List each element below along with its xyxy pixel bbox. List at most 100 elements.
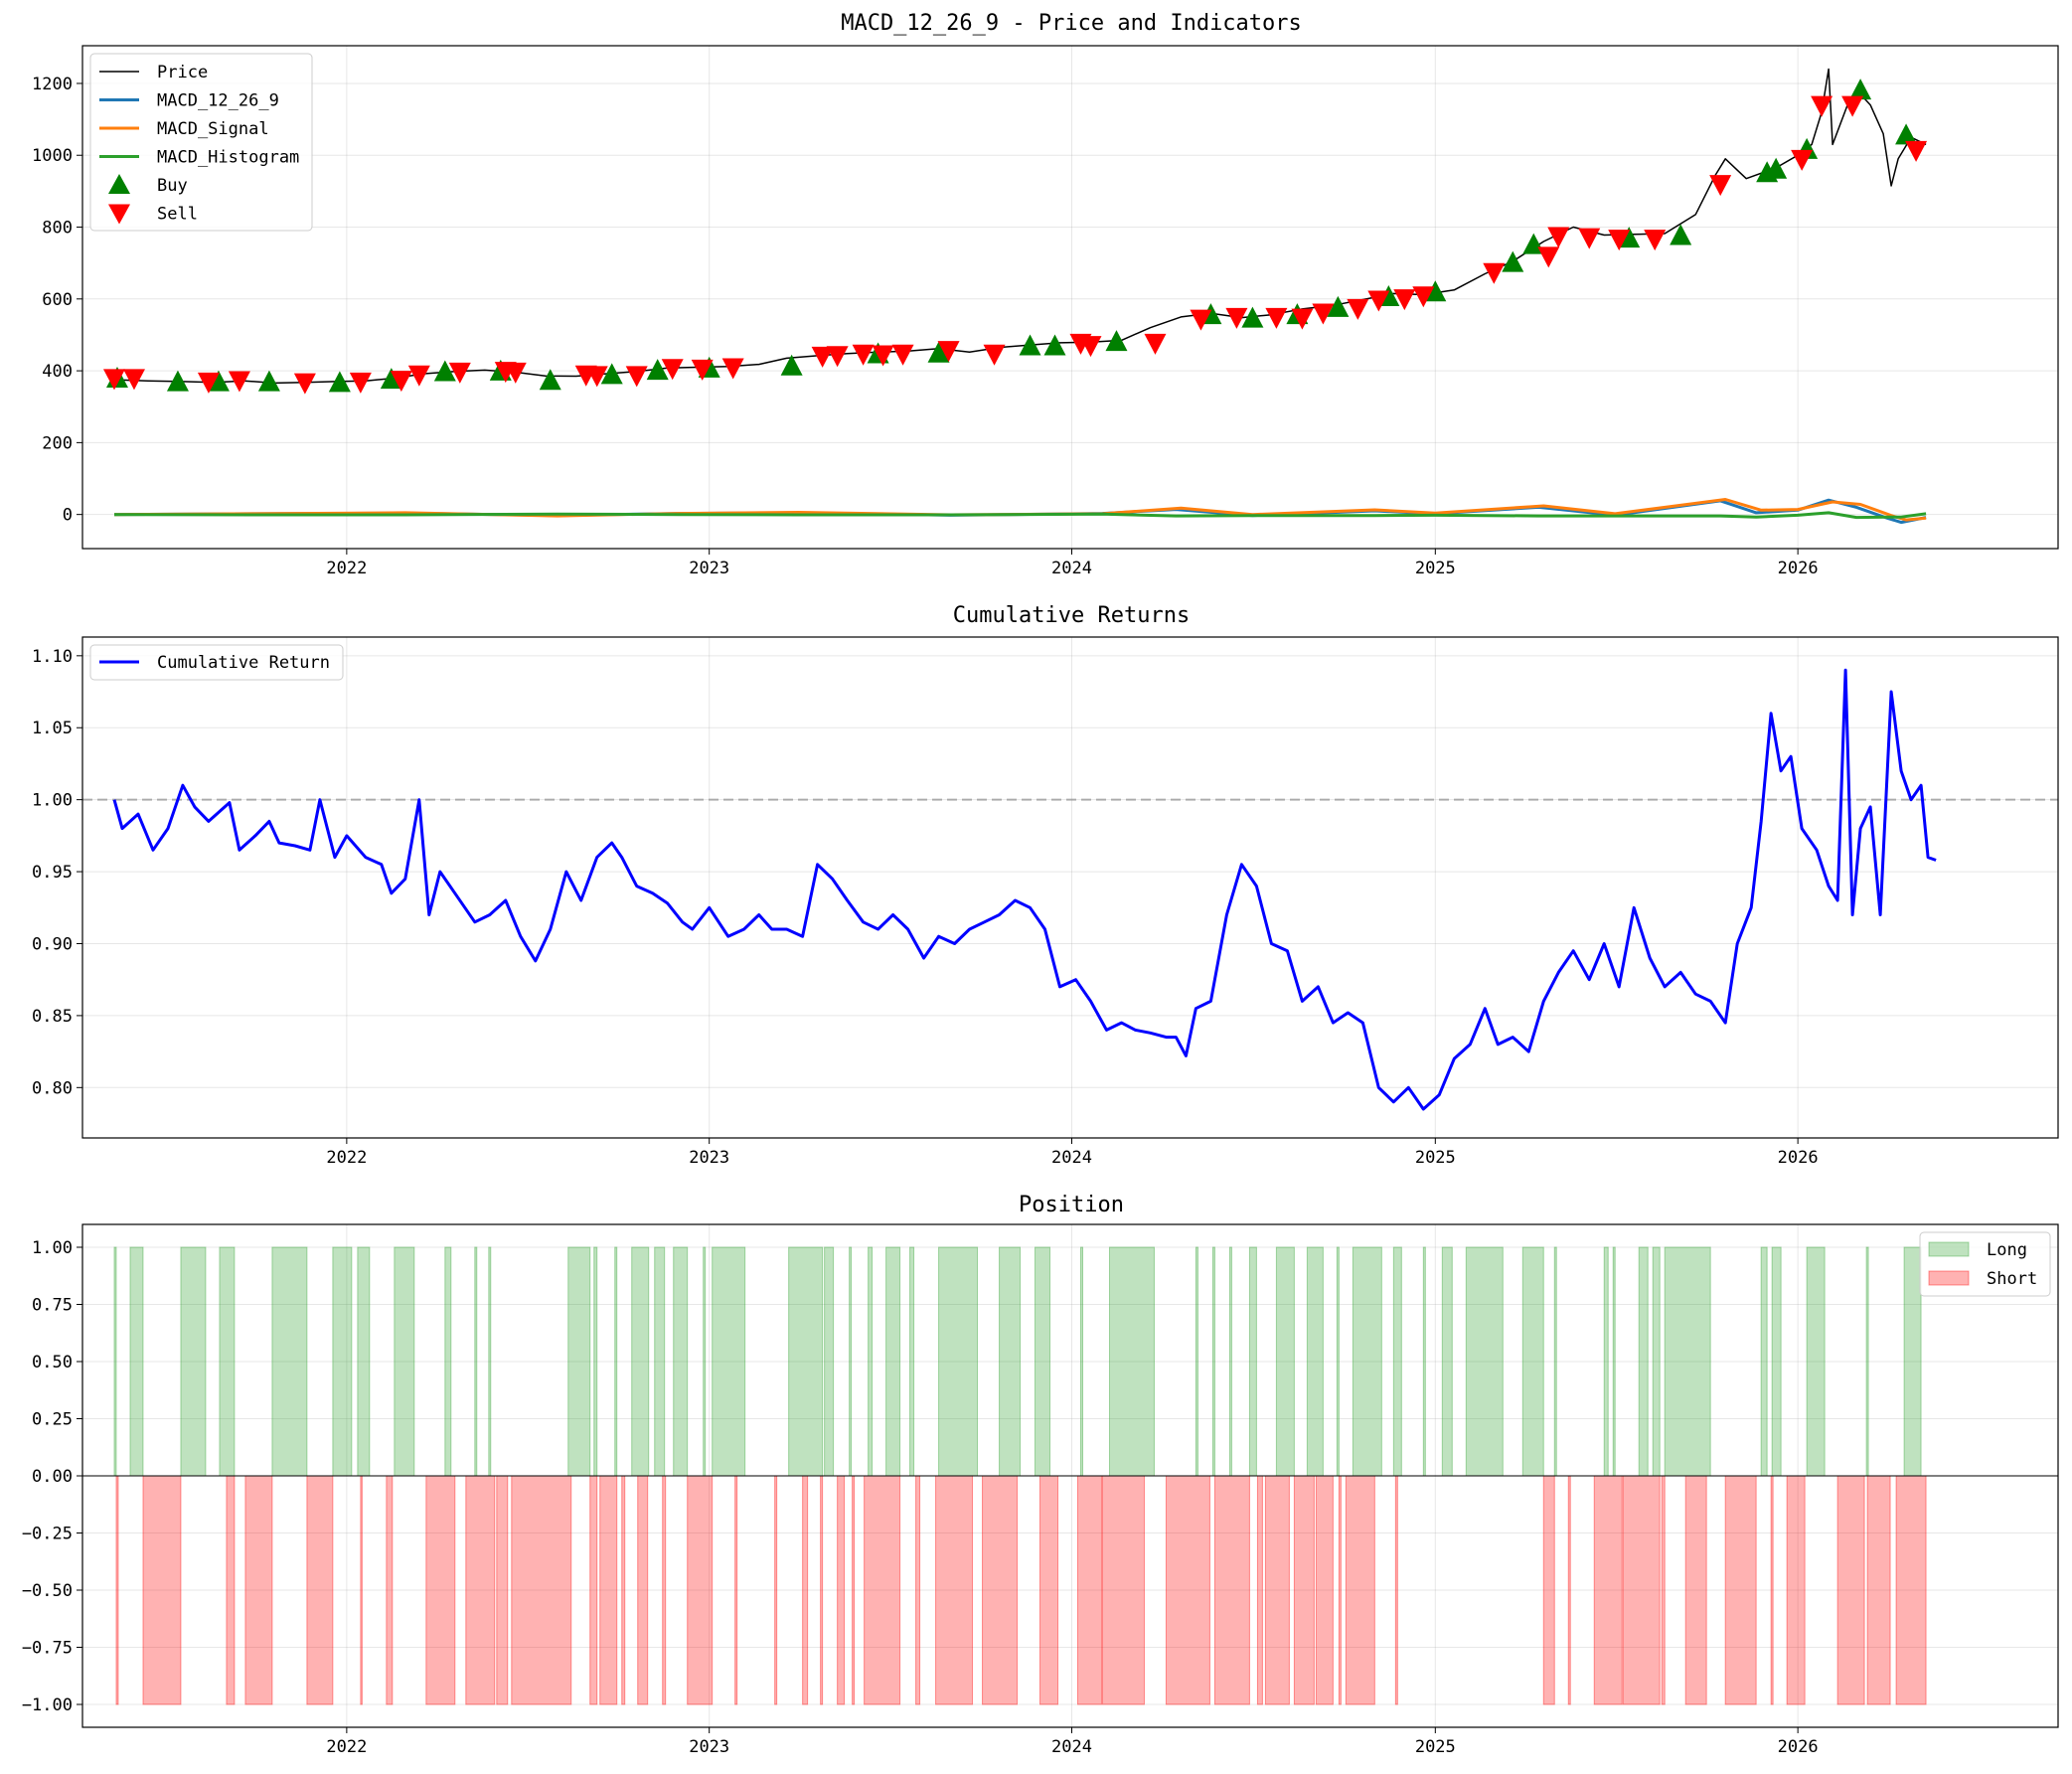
cumulative-returns-panel: Cumulative Returns 2022 2023 2024 2025 2026 0… bbox=[32, 603, 2059, 1168]
long-position-bar bbox=[938, 1246, 979, 1477]
short-position-bar bbox=[734, 1475, 738, 1705]
sell-marker bbox=[504, 362, 527, 384]
buy-marker bbox=[600, 363, 623, 385]
sell-marker bbox=[1393, 289, 1416, 311]
long-position-bar bbox=[332, 1246, 353, 1477]
sell-marker bbox=[1483, 262, 1506, 284]
y-tick-label: 400 bbox=[42, 362, 73, 382]
buy-marker bbox=[257, 370, 280, 392]
plot-area bbox=[82, 668, 2058, 1111]
short-position-bar bbox=[1345, 1475, 1375, 1705]
sell-marker bbox=[293, 373, 316, 395]
short-position-bar bbox=[589, 1475, 598, 1705]
axes-frame bbox=[81, 45, 2059, 550]
short-position-bar bbox=[1567, 1475, 1571, 1705]
price-chart-title: MACD_12_26_9 - Price and Indicators bbox=[841, 11, 1302, 36]
y-tick-label: 0.00 bbox=[32, 1467, 73, 1487]
x-tick-label: 2024 bbox=[1051, 559, 1092, 578]
buy-marker bbox=[328, 371, 351, 393]
long-position-bar bbox=[180, 1246, 207, 1477]
long-position-bar bbox=[1603, 1246, 1609, 1477]
sell-marker bbox=[891, 344, 914, 366]
long-position-bar bbox=[1465, 1246, 1504, 1477]
long-position-bar bbox=[1228, 1246, 1232, 1477]
sell-marker bbox=[122, 369, 145, 391]
macd-legend-label: MACD_12_26_9 bbox=[157, 91, 279, 111]
long-position-bar bbox=[1612, 1246, 1616, 1477]
sell-marker bbox=[983, 344, 1006, 366]
long-position-bar bbox=[1664, 1246, 1711, 1477]
short-position-bar bbox=[982, 1475, 1019, 1705]
buy-marker bbox=[1670, 224, 1692, 245]
long-position-bar bbox=[703, 1246, 707, 1477]
sell-marker bbox=[1190, 309, 1212, 331]
short-position-bar bbox=[1394, 1475, 1398, 1705]
y-tick-label: 0.50 bbox=[32, 1353, 73, 1372]
series-line-macd-histogram bbox=[113, 511, 1927, 520]
long-position-bar bbox=[614, 1246, 618, 1477]
sell-marker bbox=[448, 362, 471, 384]
short-position-bar bbox=[1542, 1475, 1555, 1705]
y-tick-label: 0.85 bbox=[32, 1007, 73, 1027]
short-position-bar bbox=[662, 1475, 667, 1705]
short-position-bar bbox=[1315, 1475, 1334, 1705]
long-position-bar bbox=[593, 1246, 598, 1477]
short-position-bar bbox=[774, 1475, 778, 1705]
sell-marker bbox=[1265, 307, 1288, 329]
buy-marker bbox=[927, 341, 950, 363]
x-tick-label: 2026 bbox=[1778, 559, 1819, 578]
sell-marker bbox=[1412, 286, 1435, 308]
long-position-bar bbox=[909, 1246, 915, 1477]
long-position-bar bbox=[885, 1246, 901, 1477]
long-position-bar bbox=[631, 1246, 650, 1477]
buy-marker bbox=[433, 360, 456, 382]
x-tick-label: 2024 bbox=[1051, 1148, 1092, 1168]
long-position-bar bbox=[394, 1246, 415, 1477]
short-position-bar bbox=[820, 1475, 824, 1705]
long-position-bar bbox=[999, 1246, 1022, 1477]
short-position-bar bbox=[935, 1475, 974, 1705]
y-tick-label: 1.00 bbox=[32, 1238, 73, 1258]
long-legend-swatch bbox=[1928, 1241, 1970, 1257]
sell-marker bbox=[1291, 308, 1314, 330]
sell-marker bbox=[691, 359, 714, 381]
short-position-bar bbox=[599, 1475, 618, 1705]
legend-box bbox=[89, 644, 344, 681]
short-position-bar bbox=[637, 1475, 649, 1705]
short-position-bar bbox=[1338, 1475, 1342, 1705]
x-tick-label: 2024 bbox=[1051, 1737, 1092, 1757]
short-position-bar bbox=[1101, 1475, 1145, 1705]
buy-marker bbox=[1502, 250, 1524, 272]
long-position-bar bbox=[219, 1246, 236, 1477]
x-tick-label: 2022 bbox=[326, 1737, 367, 1757]
long-position-bar bbox=[1248, 1246, 1257, 1477]
long-position-bar bbox=[868, 1246, 874, 1477]
long-position-bar bbox=[357, 1246, 371, 1477]
short-position-bar bbox=[226, 1475, 236, 1705]
sell-marker bbox=[1225, 307, 1248, 329]
short-position-bar bbox=[864, 1475, 901, 1705]
y-tick-label: −0.50 bbox=[22, 1581, 73, 1601]
sell-marker bbox=[349, 372, 372, 394]
long-position-bar bbox=[1760, 1246, 1768, 1477]
y-tick-label: 1.00 bbox=[32, 791, 73, 811]
sell-marker bbox=[1841, 95, 1864, 117]
short-position-bar bbox=[306, 1475, 334, 1705]
long-position-bar bbox=[129, 1246, 144, 1477]
sell-marker bbox=[1791, 149, 1814, 171]
buy-marker bbox=[1849, 79, 1872, 100]
long-position-bar bbox=[1195, 1246, 1198, 1477]
long-position-bar bbox=[113, 1246, 117, 1477]
short-position-bar bbox=[1684, 1475, 1707, 1705]
short-position-bar bbox=[1622, 1475, 1661, 1705]
y-tick-label: −0.25 bbox=[22, 1525, 73, 1544]
long-position-bar bbox=[271, 1246, 308, 1477]
short-position-bar bbox=[1076, 1475, 1102, 1705]
short-position-bar bbox=[837, 1475, 846, 1705]
sell-marker bbox=[872, 345, 894, 367]
sell-marker bbox=[1079, 336, 1102, 358]
short-position-bar bbox=[802, 1475, 809, 1705]
sell-marker bbox=[407, 365, 430, 387]
long-position-bar bbox=[488, 1246, 492, 1477]
